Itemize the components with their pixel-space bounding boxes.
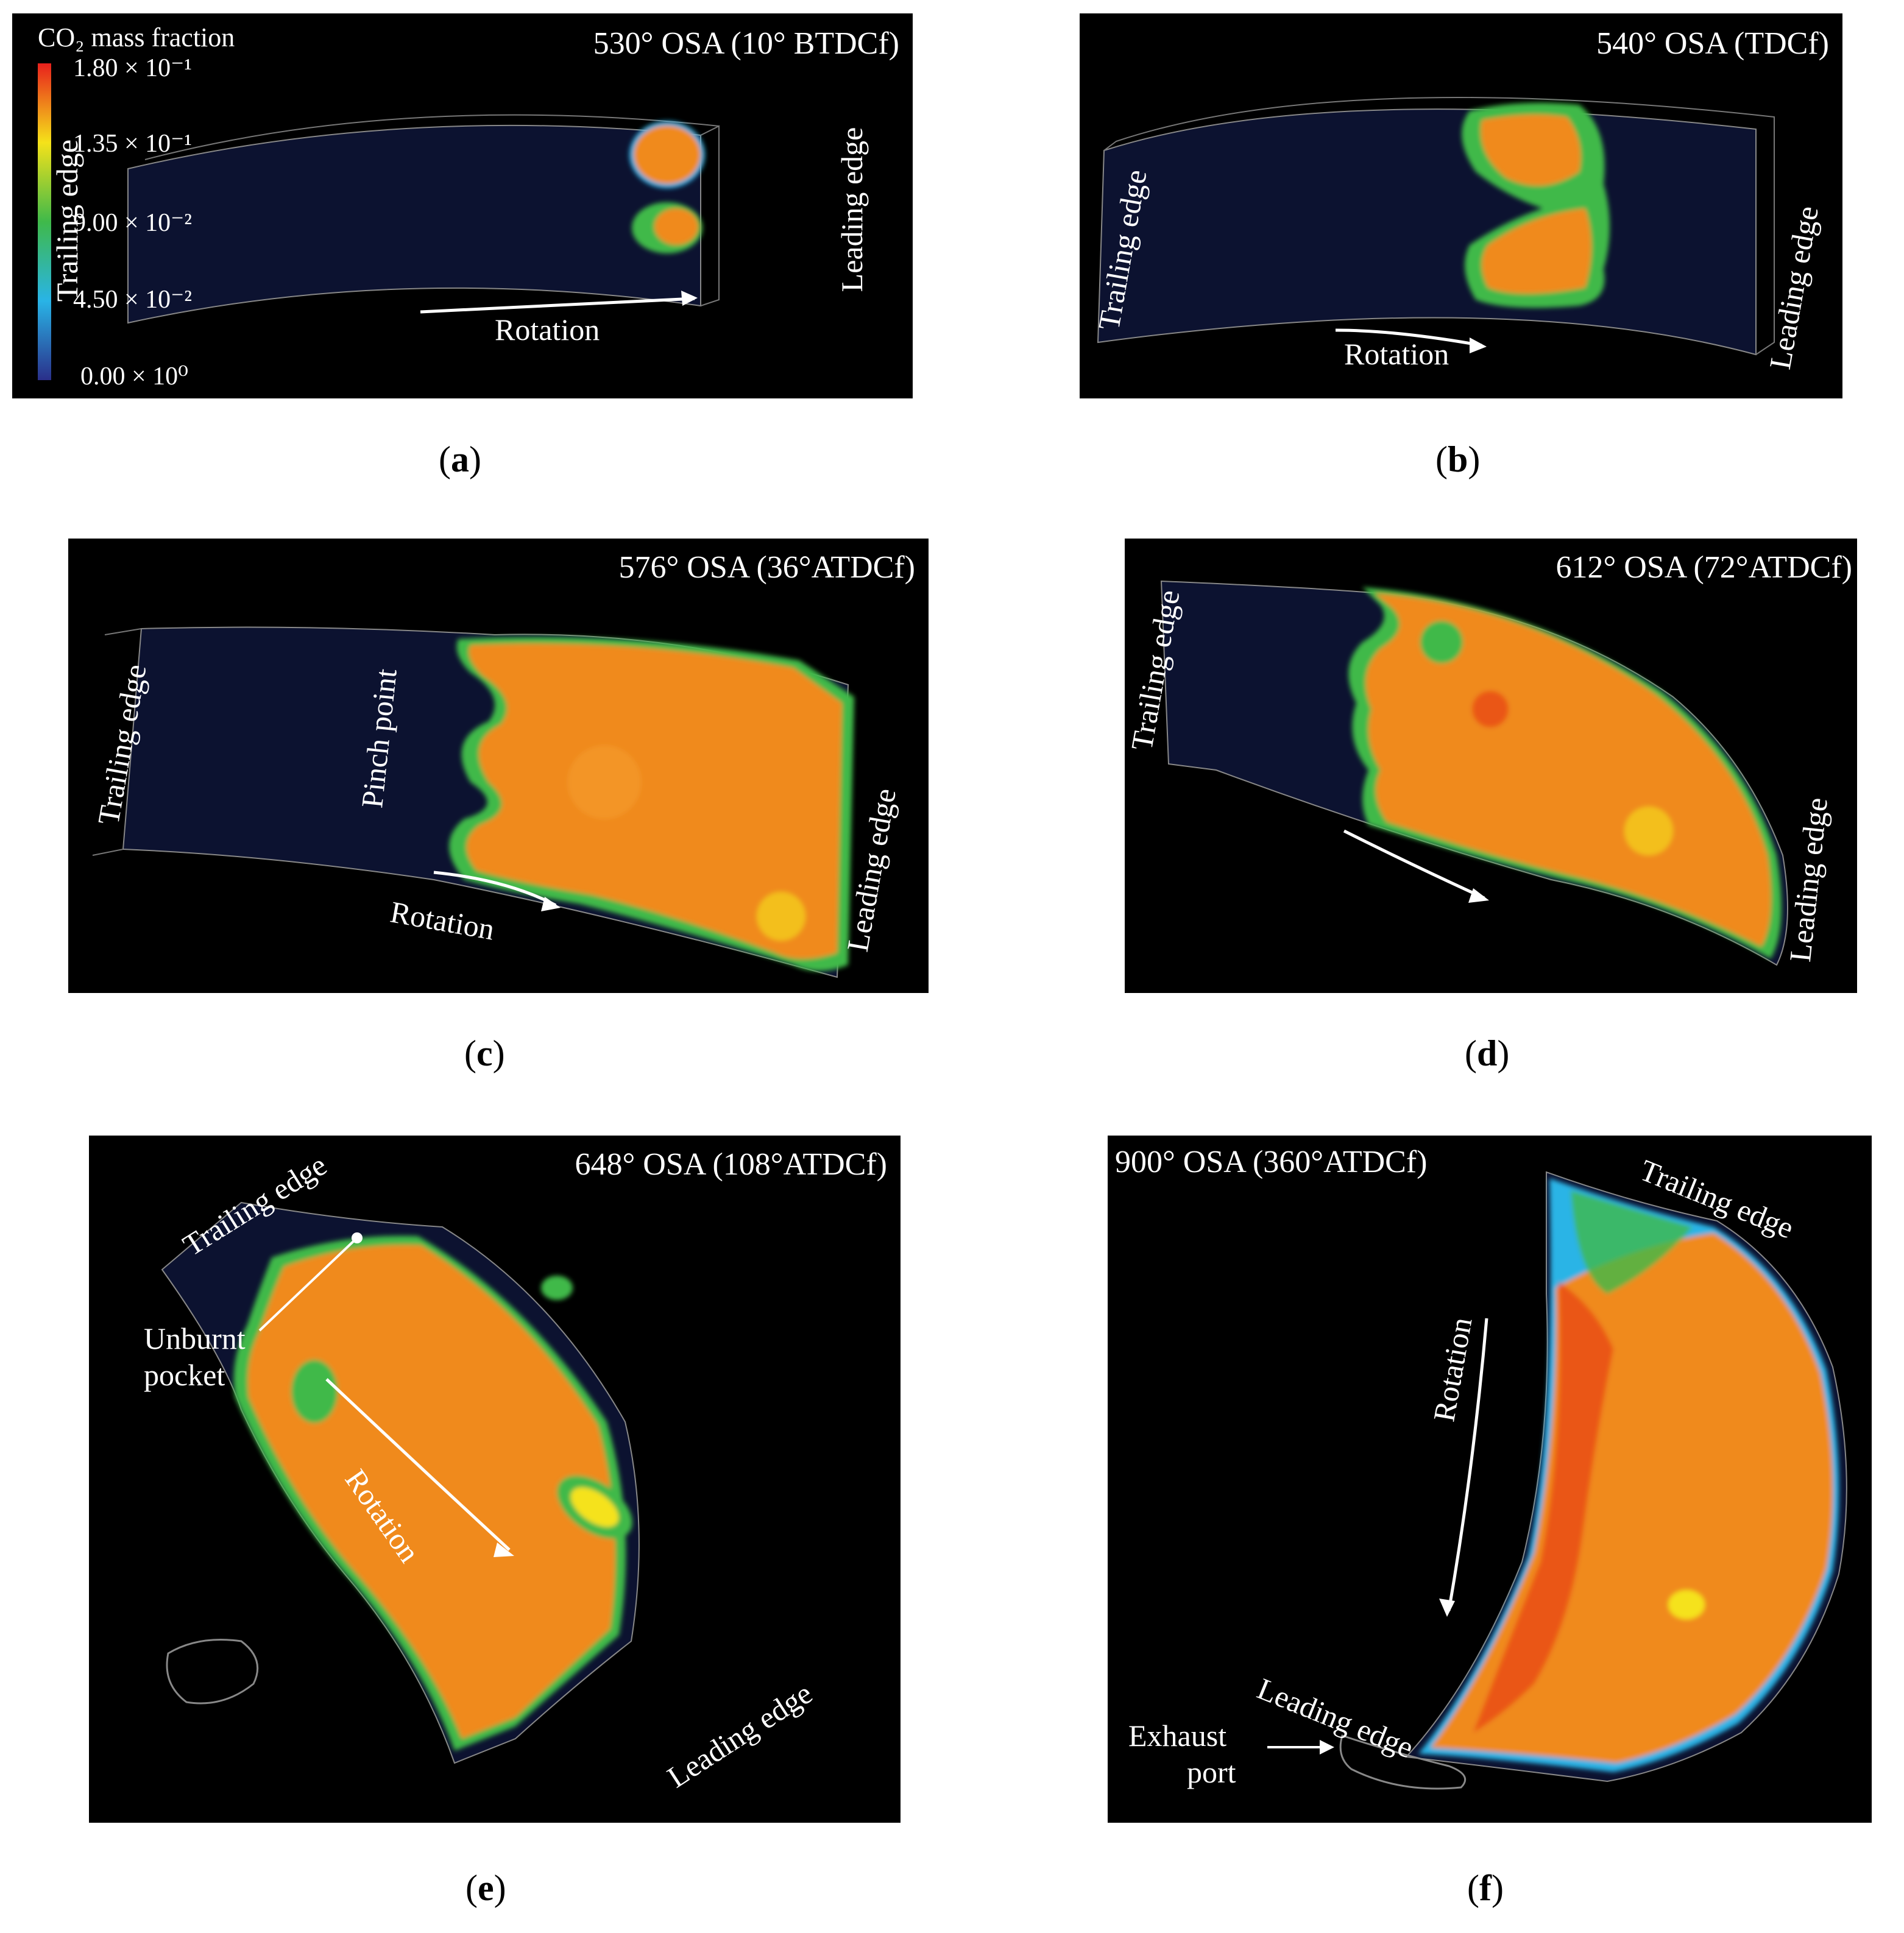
panel-b: 540° OSA (TDCf) Trailing edge Leading ed… <box>1080 13 1842 398</box>
caption-b: (b) <box>1435 439 1481 479</box>
rotation-arrow <box>1335 328 1482 347</box>
panel-title: 540° OSA (TDCf) <box>1596 26 1829 61</box>
caption-f: (f) <box>1467 1868 1504 1908</box>
colorbar-tick: 4.50 × 10⁻² <box>73 286 192 314</box>
panel-a: CO₂ mass fraction 1.80 × 10⁻¹ 1.35 × 10⁻… <box>12 13 913 398</box>
exhaust-port-label: Exhaust <box>1128 1719 1227 1753</box>
panel-title: 648° OSA (108°ATDCf) <box>575 1147 887 1182</box>
panel-e: 648° OSA (108°ATDCf) Trailing edge Unbur… <box>89 1136 901 1823</box>
rotation-arrow <box>325 1378 511 1551</box>
caption-a: (a) <box>439 439 481 479</box>
caption-e: (e) <box>465 1868 506 1908</box>
panel-title: 530° OSA (10° BTDCf) <box>593 26 899 61</box>
colorbar-tick: 9.00 × 10⁻² <box>73 209 192 237</box>
panel-d: 612° OSA (72°ATDCf) Trailing edge Leadin… <box>1125 539 1857 993</box>
chamber-outline <box>127 124 701 324</box>
colorbar-tick: 0.00 × 10⁰ <box>80 362 189 390</box>
rotation-arrow <box>433 871 557 907</box>
rotation-arrow <box>1447 1318 1488 1611</box>
caption-c: (c) <box>464 1033 505 1073</box>
rotation-arrow <box>1343 829 1485 900</box>
panel-e-render <box>161 1201 640 1793</box>
panel-f: 900° OSA (360°ATDCf) Trailing edge Rotat… <box>1108 1136 1872 1823</box>
port-outline <box>166 1639 259 1705</box>
colorbar-tick: 1.80 × 10⁻¹ <box>73 54 192 82</box>
panel-f-render <box>1267 1171 1847 1790</box>
chamber-outline <box>1097 108 1757 356</box>
flame-region <box>466 643 842 959</box>
exhaust-port-label: port <box>1187 1755 1236 1789</box>
unburnt-pocket-pointer <box>258 1237 358 1332</box>
panel-c: 576° OSA (36°ATDCf) Trailing edge Pinch … <box>68 539 929 993</box>
flame-kernel-upper <box>634 125 701 184</box>
colorbar <box>38 63 51 380</box>
panel-c-render <box>92 626 854 978</box>
colorbar-tick: 1.35 × 10⁻¹ <box>73 130 192 158</box>
panel-b-render <box>1097 97 1775 356</box>
rotation-label: Rotation <box>1344 337 1449 371</box>
panel-title: 900° OSA (360°ATDCf) <box>1115 1145 1428 1179</box>
rotation-arrow <box>420 297 695 314</box>
panel-a-render <box>38 63 720 380</box>
unburnt-pocket-label: Unburnt <box>144 1321 246 1355</box>
leading-edge-label: Leading edge <box>835 127 869 292</box>
exhaust-port-outline <box>1339 1734 1467 1790</box>
panel-title: 576° OSA (36°ATDCf) <box>618 550 915 585</box>
panel-d-render <box>1160 580 1788 966</box>
flame-region-upper <box>1481 115 1581 186</box>
panel-title: 612° OSA (72°ATDCf) <box>1555 550 1852 585</box>
flame-region <box>247 1245 615 1739</box>
colorbar-title: CO₂ mass fraction <box>38 23 235 52</box>
unburnt-pocket-label: pocket <box>144 1358 225 1392</box>
caption-d: (d) <box>1465 1033 1510 1073</box>
flame-region-lower <box>1482 208 1591 294</box>
flame-region <box>1365 593 1771 947</box>
trailing-edge-label: Trailing edge <box>50 139 84 302</box>
rotation-label: Rotation <box>495 313 600 347</box>
